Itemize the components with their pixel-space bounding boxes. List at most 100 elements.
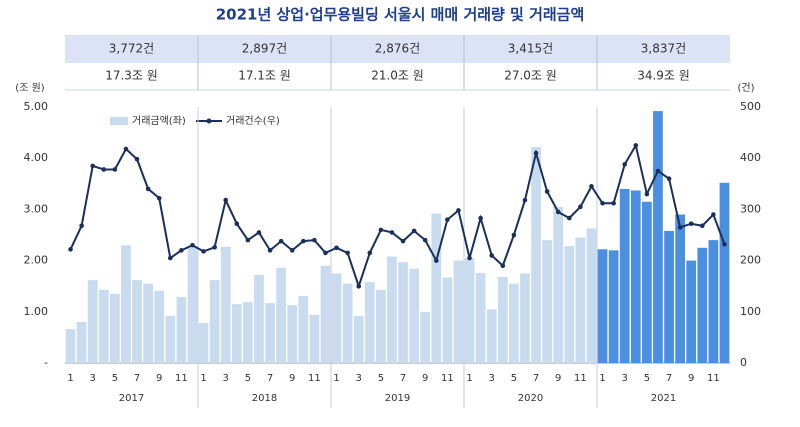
x-tick-label: 7 [666, 373, 672, 384]
bar [331, 273, 342, 363]
x-tick-label: 1 [599, 373, 605, 384]
bar [231, 304, 242, 363]
year-label: 2020 [518, 393, 543, 404]
line-marker [245, 237, 251, 243]
line-marker [223, 197, 229, 203]
line-marker [167, 255, 173, 261]
bar [531, 146, 541, 363]
line-marker [489, 253, 495, 258]
line-marker [400, 238, 406, 244]
line-marker [367, 250, 373, 256]
bar [409, 268, 420, 363]
line-marker [655, 168, 661, 174]
line-marker [666, 176, 672, 181]
bar [497, 276, 508, 363]
bar [431, 213, 442, 363]
x-tick-label: 3 [90, 373, 96, 384]
line-marker [101, 167, 107, 172]
line-marker [456, 208, 461, 213]
y-tick-label: 5.00 [24, 100, 49, 113]
line-marker [356, 283, 362, 289]
bar [508, 283, 519, 363]
line-marker [334, 245, 339, 251]
bar [453, 260, 464, 363]
bar [132, 280, 142, 363]
line-marker [289, 248, 295, 253]
legend-marker [206, 118, 212, 124]
x-tick-label: 1 [67, 373, 73, 384]
x-tick-label: 3 [489, 373, 495, 384]
x-tick-label: 5 [245, 373, 251, 384]
line-marker [323, 250, 328, 256]
x-tick-label: 11 [308, 373, 321, 384]
x-tick-label: 1 [200, 373, 206, 384]
bar [420, 311, 431, 363]
line-marker [79, 223, 84, 229]
x-tick-label: 9 [555, 373, 561, 384]
summary-amount: 17.3조 원 [105, 69, 158, 83]
bar [342, 283, 353, 363]
year-label: 2018 [252, 393, 277, 404]
line-marker [433, 258, 439, 263]
x-tick-label: 7 [134, 373, 140, 384]
bar [187, 247, 198, 363]
line-marker [533, 150, 539, 156]
bar [708, 240, 719, 363]
line-marker [179, 248, 184, 253]
y2-tick-label: 100 [740, 305, 761, 318]
bar [586, 228, 597, 363]
line-marker [68, 247, 73, 252]
legend-label: 거래금액(좌) [132, 115, 186, 127]
line-marker [711, 212, 716, 217]
bar [475, 272, 486, 363]
y-tick-label: - [44, 356, 48, 369]
line-marker [688, 221, 694, 227]
bar [675, 214, 686, 363]
line-marker [422, 237, 428, 243]
bar [176, 296, 187, 363]
line-marker [578, 204, 583, 210]
x-tick-label: 5 [378, 373, 384, 384]
line-marker [722, 241, 727, 247]
x-tick-label: 9 [289, 373, 295, 384]
bar [298, 295, 309, 363]
legend-swatch [110, 117, 128, 125]
line-marker [145, 186, 151, 192]
x-tick-label: 5 [511, 373, 517, 384]
summary-band [65, 35, 730, 63]
chart-title: 2021년 상업·업무용빌딩 서울시 매매 거래량 및 거래금액 [216, 6, 585, 24]
x-tick-label: 11 [175, 373, 188, 384]
summary-count: 3,772건 [109, 42, 154, 56]
line-marker [600, 200, 605, 206]
x-tick-label: 7 [533, 373, 539, 384]
bar [265, 303, 275, 363]
y2-tick-label: 300 [740, 202, 761, 215]
bar [608, 250, 619, 363]
summary-count: 3,415건 [508, 42, 553, 56]
bar [254, 274, 264, 363]
x-tick-label: 5 [644, 373, 650, 384]
line-marker [389, 230, 395, 235]
line-marker [699, 223, 705, 229]
bar [65, 329, 76, 363]
bar [520, 273, 530, 363]
y-tick-label: 2.00 [24, 254, 49, 267]
y-tick-label: 1.00 [24, 305, 49, 318]
summary-amount: 27.0조 원 [504, 69, 557, 83]
bar [664, 230, 674, 363]
bar [76, 322, 87, 363]
y-tick-label: 4.00 [24, 151, 49, 164]
bar [619, 188, 630, 363]
line-marker [378, 227, 384, 233]
bar [87, 280, 98, 363]
x-tick-label: 9 [422, 373, 428, 384]
line-marker [411, 228, 417, 234]
x-tick-label: 11 [441, 373, 454, 384]
bar [653, 111, 663, 363]
y2-axis-unit: (건) [737, 82, 754, 94]
line-marker [633, 143, 639, 148]
x-tick-label: 3 [223, 373, 229, 384]
legend-label: 거래건수(우) [226, 115, 280, 127]
x-tick-label: 7 [267, 373, 273, 384]
line-marker [112, 167, 118, 172]
